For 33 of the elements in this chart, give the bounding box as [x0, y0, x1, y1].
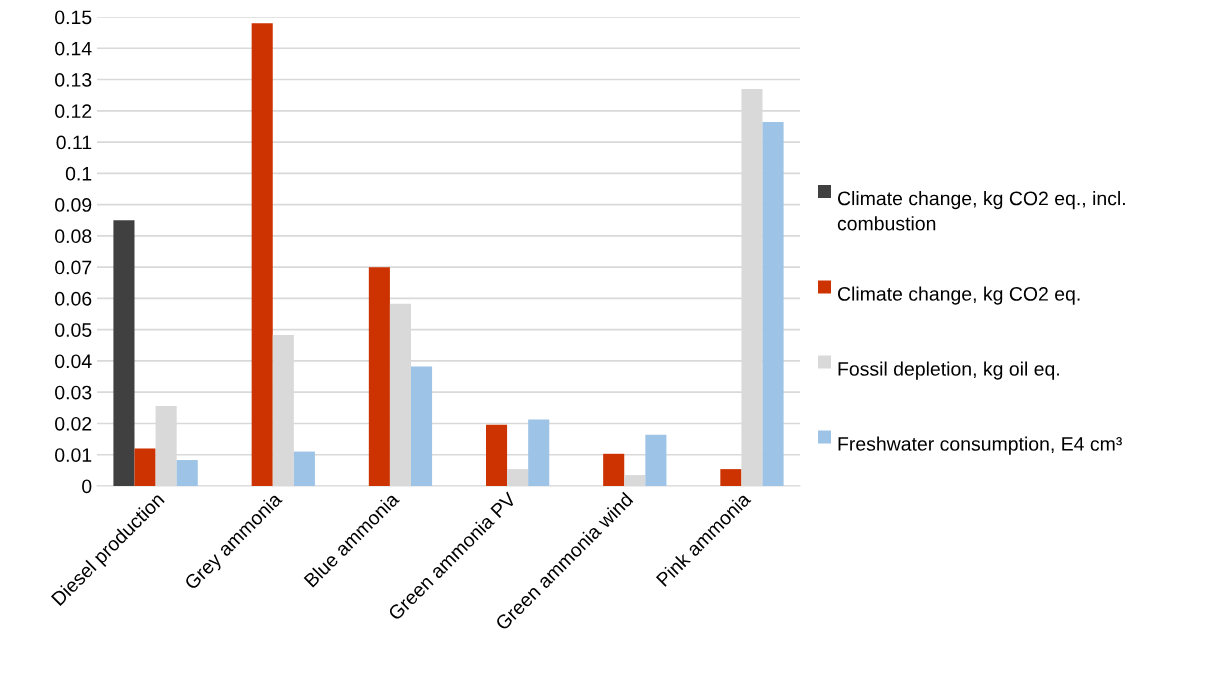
bar — [293, 451, 315, 486]
bar — [176, 460, 198, 486]
legend-label: Freshwater consumption, E4 cm³ — [838, 436, 1122, 455]
y-tick-label: 0.03 — [55, 385, 92, 400]
y-tick-label: 0.1 — [65, 166, 92, 181]
y-tick-label: 0.09 — [55, 198, 92, 212]
bar — [134, 448, 156, 486]
y-tick-label: 0.01 — [55, 448, 92, 462]
y-tick-label: 0.04 — [55, 354, 92, 369]
bar — [485, 424, 508, 486]
bar — [113, 220, 135, 486]
y-tick-label: 0.12 — [55, 104, 92, 119]
bar — [603, 453, 625, 486]
y-tick-label: 0.07 — [55, 260, 92, 275]
y-tick-label: 0.08 — [55, 229, 92, 244]
bar — [645, 434, 667, 486]
bar — [528, 419, 550, 486]
legend-label: Climate change, kg CO2 eq., incl. combustion — [837, 191, 1125, 231]
y-tick-label: 0.02 — [55, 416, 92, 431]
bar — [251, 23, 273, 486]
bar — [368, 267, 390, 486]
y-tick-label: 0.14 — [55, 41, 92, 56]
bar — [720, 469, 742, 486]
y-tick-label: 0 — [82, 479, 92, 494]
y-tick-label: 0.05 — [55, 323, 92, 337]
bar — [762, 122, 784, 486]
y-tick-label: 0.11 — [56, 135, 92, 150]
legend-label: Climate change, kg CO2 eq. — [837, 286, 1080, 305]
y-tick-label: 0.13 — [55, 73, 92, 87]
y-tick-label: 0.15 — [55, 10, 92, 25]
legend-label: Fossil depletion, kg oil eq. — [838, 361, 1059, 380]
bar — [411, 366, 433, 486]
y-tick-label: 0.06 — [55, 291, 92, 306]
